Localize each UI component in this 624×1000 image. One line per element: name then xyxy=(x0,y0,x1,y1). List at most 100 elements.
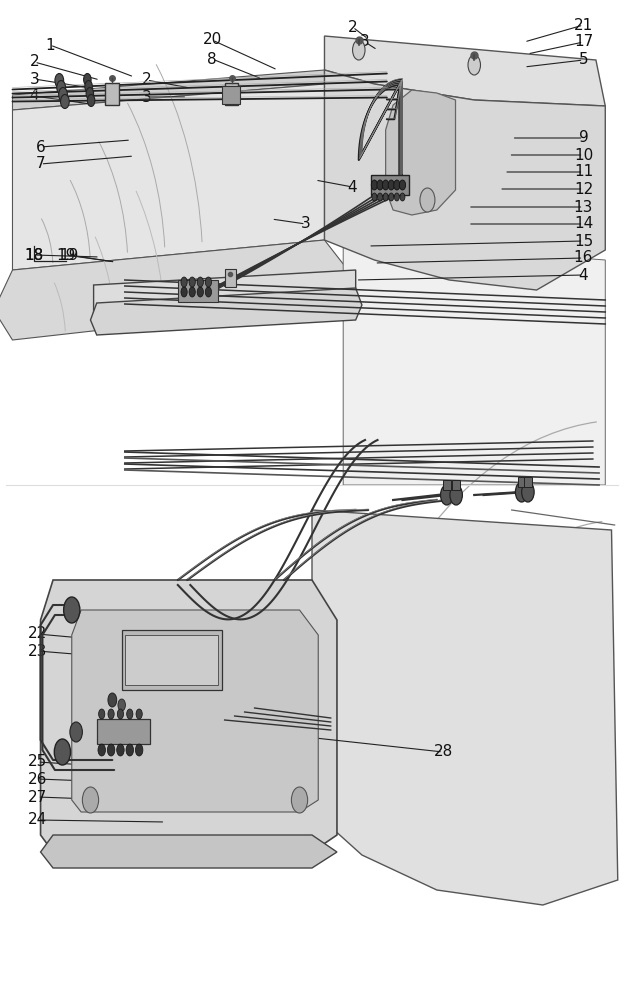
Circle shape xyxy=(84,74,91,86)
Text: 8: 8 xyxy=(207,51,217,66)
Polygon shape xyxy=(12,84,324,270)
Polygon shape xyxy=(386,90,456,215)
Text: 7: 7 xyxy=(36,156,46,172)
Circle shape xyxy=(108,709,114,719)
Circle shape xyxy=(136,709,142,719)
Polygon shape xyxy=(0,240,356,340)
Polygon shape xyxy=(324,36,605,106)
Text: 16: 16 xyxy=(573,250,593,265)
Circle shape xyxy=(389,193,394,201)
Bar xyxy=(452,480,460,490)
Polygon shape xyxy=(12,70,324,110)
Text: 11: 11 xyxy=(574,164,593,180)
Circle shape xyxy=(55,74,64,88)
Polygon shape xyxy=(312,510,618,905)
Circle shape xyxy=(441,485,453,505)
Polygon shape xyxy=(41,580,337,852)
Text: 4: 4 xyxy=(29,89,39,104)
Bar xyxy=(225,269,236,287)
Circle shape xyxy=(394,193,399,201)
Text: 3: 3 xyxy=(301,217,311,232)
Circle shape xyxy=(117,744,124,756)
Circle shape xyxy=(205,287,212,297)
Circle shape xyxy=(353,40,365,60)
Circle shape xyxy=(388,180,394,190)
Circle shape xyxy=(189,287,195,297)
Text: 25: 25 xyxy=(28,754,47,770)
Circle shape xyxy=(61,95,69,108)
Text: 28: 28 xyxy=(434,744,452,760)
Text: 22: 22 xyxy=(28,626,47,642)
Circle shape xyxy=(107,744,115,756)
Text: 18: 18 xyxy=(25,247,44,262)
Circle shape xyxy=(399,180,406,190)
Bar xyxy=(97,719,150,744)
Circle shape xyxy=(108,693,117,707)
Circle shape xyxy=(135,744,143,756)
Circle shape xyxy=(70,722,82,742)
Circle shape xyxy=(99,709,105,719)
Text: 3: 3 xyxy=(142,90,152,104)
Circle shape xyxy=(377,180,383,190)
Circle shape xyxy=(181,287,187,297)
Circle shape xyxy=(57,81,66,95)
Bar xyxy=(125,635,218,685)
Polygon shape xyxy=(41,835,337,868)
Text: 2: 2 xyxy=(29,54,39,70)
Text: 4: 4 xyxy=(348,180,358,194)
Circle shape xyxy=(85,81,92,93)
Text: 20: 20 xyxy=(203,32,222,47)
Text: 1: 1 xyxy=(45,37,55,52)
Circle shape xyxy=(54,739,71,765)
Circle shape xyxy=(126,744,134,756)
Text: 13: 13 xyxy=(573,200,593,215)
Circle shape xyxy=(197,287,203,297)
Text: 24: 24 xyxy=(28,812,47,828)
Circle shape xyxy=(394,180,400,190)
Bar xyxy=(518,477,525,487)
Text: 9: 9 xyxy=(578,130,588,145)
Circle shape xyxy=(197,277,203,287)
Circle shape xyxy=(383,180,389,190)
Circle shape xyxy=(59,88,67,102)
Text: 4: 4 xyxy=(578,267,588,282)
Circle shape xyxy=(64,597,80,623)
Circle shape xyxy=(86,88,94,100)
Polygon shape xyxy=(72,610,318,812)
Text: 2: 2 xyxy=(348,19,358,34)
Text: 3: 3 xyxy=(360,34,370,49)
Text: 21: 21 xyxy=(574,17,593,32)
Text: 2: 2 xyxy=(142,73,152,88)
Circle shape xyxy=(181,277,187,287)
Text: 17: 17 xyxy=(574,34,593,49)
Text: 15: 15 xyxy=(574,233,593,248)
Circle shape xyxy=(450,485,462,505)
Bar xyxy=(524,477,532,487)
Bar xyxy=(122,630,222,690)
Text: 27: 27 xyxy=(28,790,47,804)
Circle shape xyxy=(371,180,378,190)
Circle shape xyxy=(468,55,480,75)
Bar xyxy=(443,480,451,490)
Circle shape xyxy=(98,744,105,756)
Circle shape xyxy=(372,193,377,201)
Polygon shape xyxy=(90,288,362,335)
Bar xyxy=(222,86,240,104)
Circle shape xyxy=(118,699,125,711)
Text: 12: 12 xyxy=(574,182,593,196)
Circle shape xyxy=(420,188,435,212)
Text: 14: 14 xyxy=(574,217,593,232)
Text: 26: 26 xyxy=(27,772,47,786)
Circle shape xyxy=(87,95,95,106)
Bar xyxy=(178,280,218,302)
Bar xyxy=(371,175,409,195)
Bar xyxy=(225,83,238,105)
Text: 5: 5 xyxy=(578,52,588,68)
Circle shape xyxy=(127,709,133,719)
Circle shape xyxy=(82,787,99,813)
Text: 18: 18 xyxy=(25,247,44,262)
Text: 19: 19 xyxy=(59,247,79,262)
Circle shape xyxy=(205,277,212,287)
Circle shape xyxy=(522,482,534,502)
Text: 10: 10 xyxy=(574,147,593,162)
